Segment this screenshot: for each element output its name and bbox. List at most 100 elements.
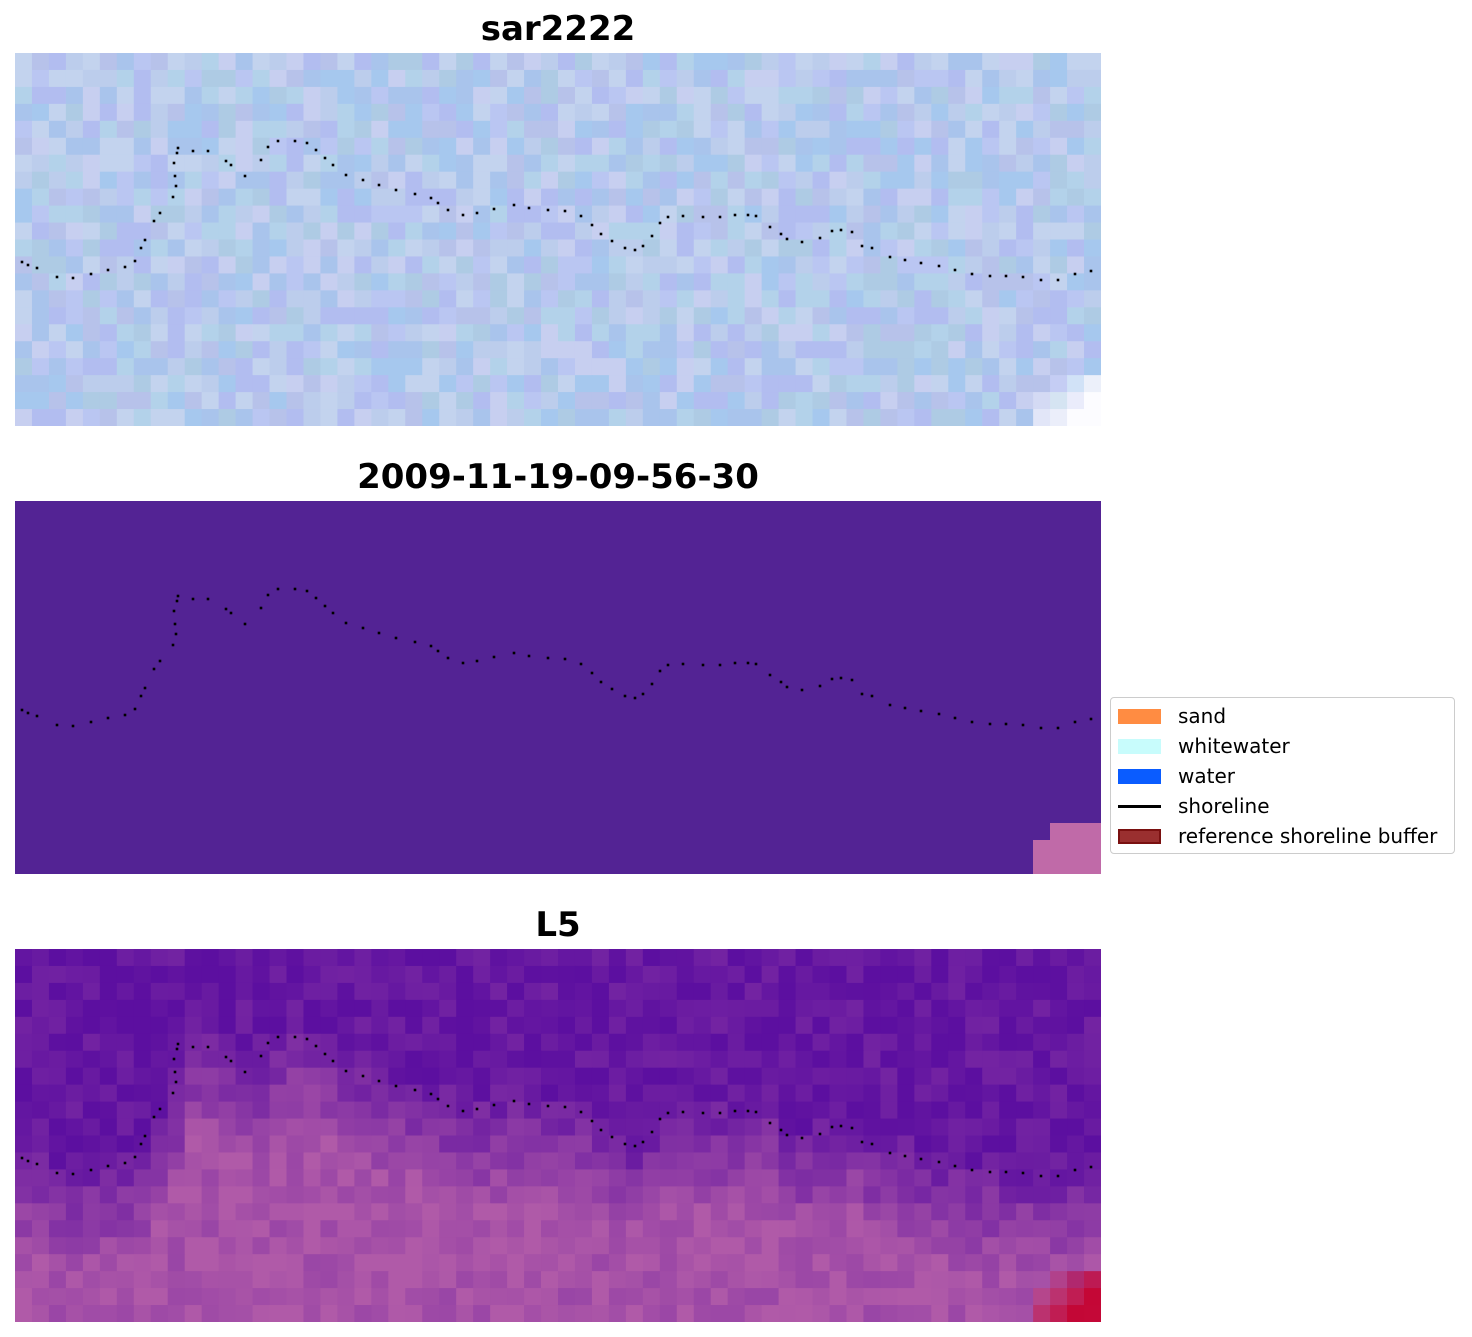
- shoreline-point: [701, 1111, 705, 1115]
- shoreline-point: [305, 141, 309, 145]
- shoreline-point: [1021, 723, 1025, 727]
- panel-title-classified: 2009-11-19-09-56-30: [357, 457, 759, 497]
- shoreline-point: [344, 173, 348, 177]
- shoreline-point: [394, 188, 398, 192]
- shoreline-point: [937, 712, 941, 716]
- shoreline-point: [344, 1069, 348, 1073]
- landsat-image: [15, 949, 1101, 1322]
- shoreline-point: [174, 184, 178, 188]
- shoreline-point: [243, 1070, 247, 1074]
- shoreline-point: [436, 201, 440, 205]
- shoreline-point: [429, 196, 433, 200]
- shoreline-point: [259, 158, 263, 162]
- classified-corner-patch: [1033, 840, 1053, 874]
- shoreline-point: [173, 1070, 177, 1074]
- shoreline-point: [224, 607, 228, 611]
- shoreline-point: [830, 677, 834, 681]
- shoreline-point: [429, 644, 433, 648]
- shoreline-point: [1073, 1168, 1077, 1172]
- shoreline-point: [512, 203, 516, 207]
- shoreline-point: [903, 258, 907, 262]
- shoreline-point: [658, 669, 662, 673]
- shoreline-point: [701, 663, 705, 667]
- shoreline-point: [718, 215, 722, 219]
- shoreline-point: [546, 1104, 550, 1108]
- shoreline-point: [746, 213, 750, 217]
- shoreline-point: [888, 255, 892, 259]
- shoreline-point: [174, 632, 178, 636]
- shoreline-point: [527, 654, 531, 658]
- shoreline-point: [413, 1088, 417, 1092]
- shoreline-point: [413, 640, 417, 644]
- shoreline-point: [818, 684, 822, 688]
- shoreline-point: [1056, 726, 1060, 730]
- shoreline-point: [1039, 278, 1043, 282]
- shoreline-point: [768, 1121, 772, 1125]
- shoreline-point: [1089, 269, 1093, 273]
- legend-item-water: water: [1118, 763, 1235, 789]
- shoreline-point: [919, 1157, 923, 1161]
- shoreline-point: [937, 1160, 941, 1164]
- shoreline-point: [461, 213, 465, 217]
- shoreline-point: [475, 211, 479, 215]
- shoreline-point: [839, 228, 843, 232]
- shoreline-point: [55, 723, 59, 727]
- shoreline-point: [512, 651, 516, 655]
- shoreline-point: [331, 1059, 335, 1063]
- whitewater-swatch: [1118, 738, 1161, 754]
- shoreline-point: [754, 1110, 758, 1114]
- shoreline-point: [35, 714, 39, 718]
- shoreline-point: [206, 149, 210, 153]
- legend-item-whitewater: whitewater: [1118, 733, 1290, 759]
- shoreline-point: [599, 680, 603, 684]
- shoreline-point: [970, 720, 974, 724]
- shoreline-point: [754, 214, 758, 218]
- shoreline-point: [1039, 726, 1043, 730]
- shoreline-point: [888, 703, 892, 707]
- shoreline-point: [276, 587, 280, 591]
- shoreline-point: [988, 1170, 992, 1174]
- shoreline-point: [143, 686, 147, 690]
- classified-image-panel: [15, 501, 1101, 874]
- shoreline-point: [850, 678, 854, 682]
- shoreline-point: [173, 174, 177, 178]
- shoreline-point: [839, 676, 843, 680]
- shoreline-point: [26, 263, 30, 267]
- shoreline-point: [970, 1168, 974, 1172]
- shoreline-point: [206, 1045, 210, 1049]
- shoreline-point: [394, 1084, 398, 1088]
- shoreline-point: [35, 1162, 39, 1166]
- shoreline-point: [623, 1142, 627, 1146]
- shoreline-point: [599, 232, 603, 236]
- shoreline-point: [377, 631, 381, 635]
- shoreline-point: [953, 1164, 957, 1168]
- shoreline-point: [89, 720, 93, 724]
- shoreline-point: [171, 1091, 175, 1095]
- shoreline-point: [331, 163, 335, 167]
- shoreline-point: [89, 272, 93, 276]
- shoreline-point: [800, 1136, 804, 1140]
- shoreline-point: [563, 209, 567, 213]
- shoreline-point: [650, 1130, 654, 1134]
- shoreline-point: [361, 1074, 365, 1078]
- shoreline-point: [1089, 1165, 1093, 1169]
- shoreline-point: [610, 687, 614, 691]
- legend-label-whitewater: whitewater: [1178, 734, 1290, 758]
- shoreline-point: [106, 1164, 110, 1168]
- shoreline-point: [527, 206, 531, 210]
- shoreline-point: [1004, 1170, 1008, 1174]
- shoreline-point: [26, 711, 30, 715]
- shoreline-point: [71, 724, 75, 728]
- classified-background: [15, 501, 1101, 874]
- shoreline-point: [590, 223, 594, 227]
- shoreline-point: [937, 264, 941, 268]
- classified-corner-patch: [1050, 823, 1101, 874]
- shoreline-point: [650, 682, 654, 686]
- shoreline-point: [830, 1125, 834, 1129]
- shoreline-point: [293, 1035, 297, 1039]
- shoreline-point: [123, 713, 127, 717]
- classified-image: [15, 501, 1101, 874]
- shoreline-point: [293, 587, 297, 591]
- shoreline-point: [818, 1132, 822, 1136]
- legend-label-shoreline: shoreline: [1178, 794, 1270, 818]
